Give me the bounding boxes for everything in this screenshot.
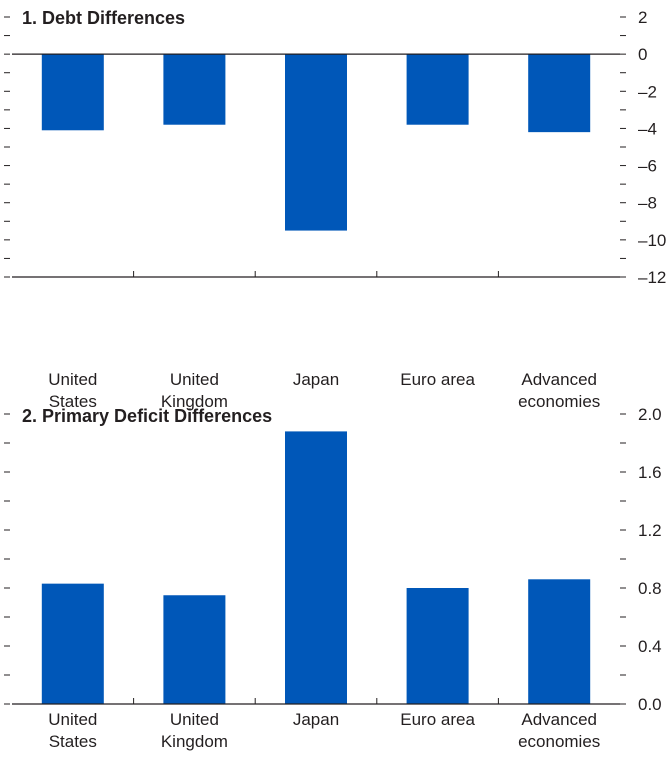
x-tick-label-line: Japan — [293, 710, 339, 729]
y-tick-label: 0.4 — [638, 637, 662, 656]
bar — [285, 431, 347, 704]
y-tick-label: 0.8 — [638, 579, 662, 598]
x-tick-label-line: Kingdom — [161, 732, 228, 751]
y-tick-label: –2 — [638, 82, 657, 101]
bar — [42, 54, 104, 130]
x-tick-label: Euro area — [400, 370, 475, 389]
bar — [163, 595, 225, 704]
bar — [528, 54, 590, 132]
x-tick-label-line: United — [170, 710, 219, 729]
y-tick-label: 2 — [638, 8, 647, 27]
x-tick-label: Advanced economies — [518, 710, 600, 751]
y-tick-label: –10 — [638, 231, 666, 250]
x-tick-label-line: Euro area — [400, 370, 475, 389]
x-tick-label-line: States — [49, 732, 97, 751]
bar — [163, 54, 225, 125]
y-tick-label: –12 — [638, 268, 666, 287]
x-tick-label-line: United — [48, 710, 97, 729]
x-tick-label: Japan — [293, 710, 339, 729]
x-tick-label: United Kingdom — [161, 710, 228, 751]
x-tick-label-line: United — [48, 370, 97, 389]
x-tick-label-line: Euro area — [400, 710, 475, 729]
y-tick-label: –6 — [638, 157, 657, 176]
chart-title: 1. Debt Differences — [22, 8, 185, 28]
bar — [407, 588, 469, 704]
x-tick-label: United States — [48, 710, 97, 751]
x-tick-label-line: Advanced — [521, 710, 597, 729]
y-tick-label: 2.0 — [638, 405, 662, 424]
x-tick-label: Advanced economies — [518, 370, 600, 411]
x-tick-label-line: United — [170, 370, 219, 389]
chart-panel-1: 2 0 –2 –4 –6 –8 –10 –12 United States United Kingdo… — [4, 8, 666, 411]
x-tick-label-line: economies — [518, 392, 600, 411]
bar — [528, 579, 590, 704]
y-tick-label: –8 — [638, 194, 657, 213]
bar — [407, 54, 469, 125]
x-tick-label: Japan — [293, 370, 339, 389]
y-tick-label: 0 — [638, 45, 647, 64]
bar — [42, 584, 104, 704]
x-tick-label: United States — [48, 370, 97, 411]
y-tick-label: –4 — [638, 119, 657, 138]
chart-title: 2. Primary Deficit Differences — [22, 406, 272, 426]
y-tick-label: 1.2 — [638, 521, 662, 540]
x-tick-label: United Kingdom — [161, 370, 228, 411]
y-tick-label: 0.0 — [638, 695, 662, 714]
x-tick-label: Euro area — [400, 710, 475, 729]
y-tick-label: 1.6 — [638, 463, 662, 482]
x-tick-label-line: economies — [518, 732, 600, 751]
bar — [285, 54, 347, 230]
x-tick-label-line: Advanced — [521, 370, 597, 389]
x-tick-label-line: Japan — [293, 370, 339, 389]
chart-panel-2: 2.0 1.6 1.2 0.8 0.4 0.0 United States United King… — [4, 405, 662, 751]
